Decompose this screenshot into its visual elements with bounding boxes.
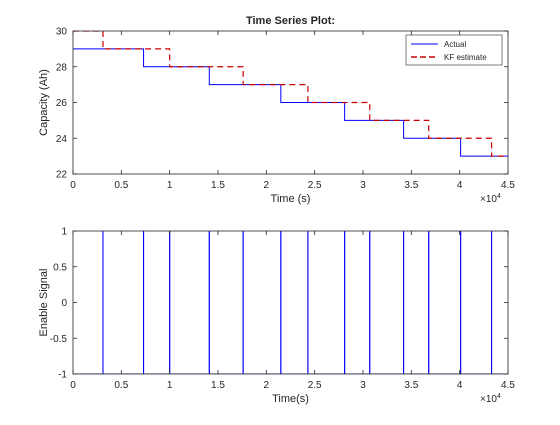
x-tick-label: 4.5 — [501, 180, 515, 191]
x-tick-label: 1 — [167, 180, 173, 191]
chart-2: 0 0.5 1 1.5 2 2.5 3 3.5 4 4.5 -1 -0.5 0 0.5 1 ×104 Time(… — [38, 227, 515, 406]
data-layer — [73, 31, 508, 157]
y-axis-label: Enable Signal — [38, 269, 50, 337]
x-tick-label: 4.5 — [501, 380, 515, 391]
x-tick-label: 2.5 — [308, 380, 322, 391]
series-kf-estimate — [73, 31, 508, 157]
x-tick-label: 3.5 — [404, 180, 418, 191]
x-exponent-label: ×104 — [480, 393, 501, 405]
x-tick-label: 0.5 — [114, 180, 128, 191]
x-tick-label: 2 — [264, 180, 270, 191]
y-tick-label: 0 — [61, 298, 67, 309]
x-tick-label: 0.5 — [114, 380, 128, 391]
y-tick-label: 28 — [56, 62, 68, 73]
x-tick-label: 1.5 — [211, 380, 225, 391]
x-exponent-label: ×104 — [480, 193, 501, 205]
x-tick-label: 3 — [360, 180, 366, 191]
y-tick-label: 26 — [56, 98, 68, 109]
y-tick-label: 0.5 — [53, 262, 67, 273]
chart-title: Time Series Plot: — [246, 15, 335, 27]
y-tick-label: -1 — [58, 370, 67, 381]
x-tick-label: 2 — [264, 380, 270, 391]
data-layer — [73, 231, 508, 374]
legend-label-2: KF estimate — [444, 53, 487, 62]
x-tick-label: 4 — [457, 380, 463, 391]
y-axis-label: Capacity (Ah) — [38, 69, 50, 136]
plot-area — [73, 231, 508, 374]
x-tick-label: 4 — [457, 180, 463, 191]
x-axis-label: Time(s) — [272, 393, 309, 405]
x-tick-label: 0 — [70, 380, 76, 391]
y-tick-label: 24 — [56, 134, 68, 145]
chart-1: 0 0.5 1 1.5 2 2.5 3 3.5 4 4.5 22 24 26 28 30 ×104 Time (… — [38, 15, 515, 205]
y-tick-label: 22 — [56, 170, 68, 181]
x-tick-label: 1 — [167, 380, 173, 391]
y-tick-label: -0.5 — [50, 334, 68, 345]
legend: Actual KF estimate — [405, 34, 503, 66]
legend-box — [405, 34, 503, 66]
x-tick-label: 3.5 — [404, 380, 418, 391]
x-axis-label: Time (s) — [271, 193, 311, 205]
x-tick-label: 1.5 — [211, 180, 225, 191]
y-tick-label: 1 — [61, 227, 67, 238]
x-tick-label: 0 — [70, 180, 76, 191]
x-tick-label: 2.5 — [308, 180, 322, 191]
x-tick-label: 3 — [360, 380, 366, 391]
legend-label-1: Actual — [444, 40, 466, 49]
y-tick-label: 30 — [56, 27, 68, 38]
